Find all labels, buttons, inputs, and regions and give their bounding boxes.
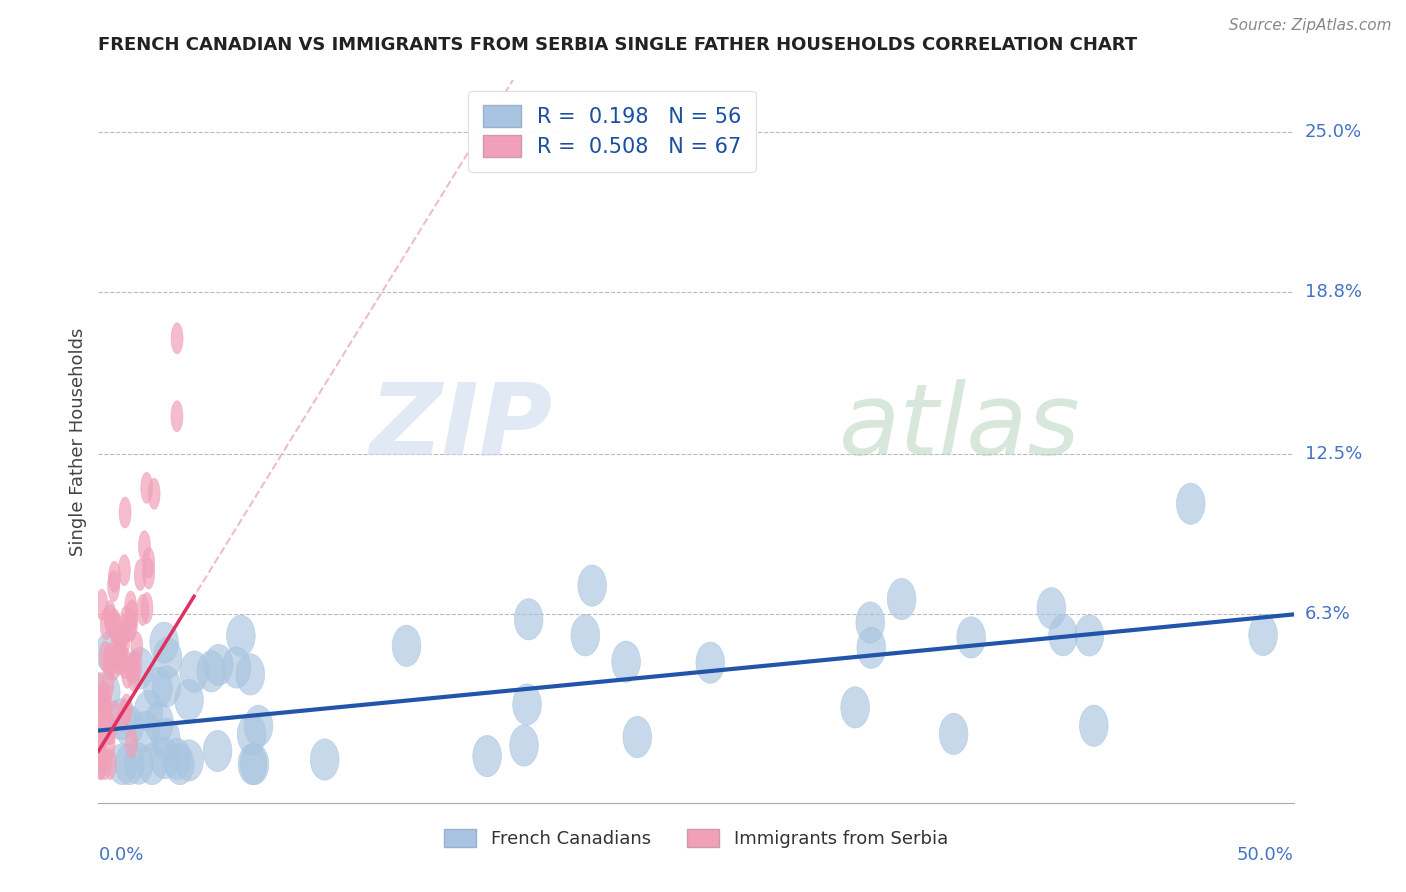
Text: Source: ZipAtlas.com: Source: ZipAtlas.com: [1229, 18, 1392, 33]
Text: 50.0%: 50.0%: [1237, 847, 1294, 864]
Text: 0.0%: 0.0%: [98, 847, 143, 864]
Text: 18.8%: 18.8%: [1305, 283, 1361, 301]
Text: 25.0%: 25.0%: [1305, 123, 1362, 141]
Text: ZIP: ZIP: [370, 378, 553, 475]
Text: 6.3%: 6.3%: [1305, 606, 1350, 624]
Text: 12.5%: 12.5%: [1305, 445, 1362, 464]
Legend: French Canadians, Immigrants from Serbia: French Canadians, Immigrants from Serbia: [436, 822, 956, 855]
Text: FRENCH CANADIAN VS IMMIGRANTS FROM SERBIA SINGLE FATHER HOUSEHOLDS CORRELATION C: FRENCH CANADIAN VS IMMIGRANTS FROM SERBI…: [98, 36, 1137, 54]
Text: atlas: atlas: [839, 378, 1081, 475]
Y-axis label: Single Father Households: Single Father Households: [69, 327, 87, 556]
